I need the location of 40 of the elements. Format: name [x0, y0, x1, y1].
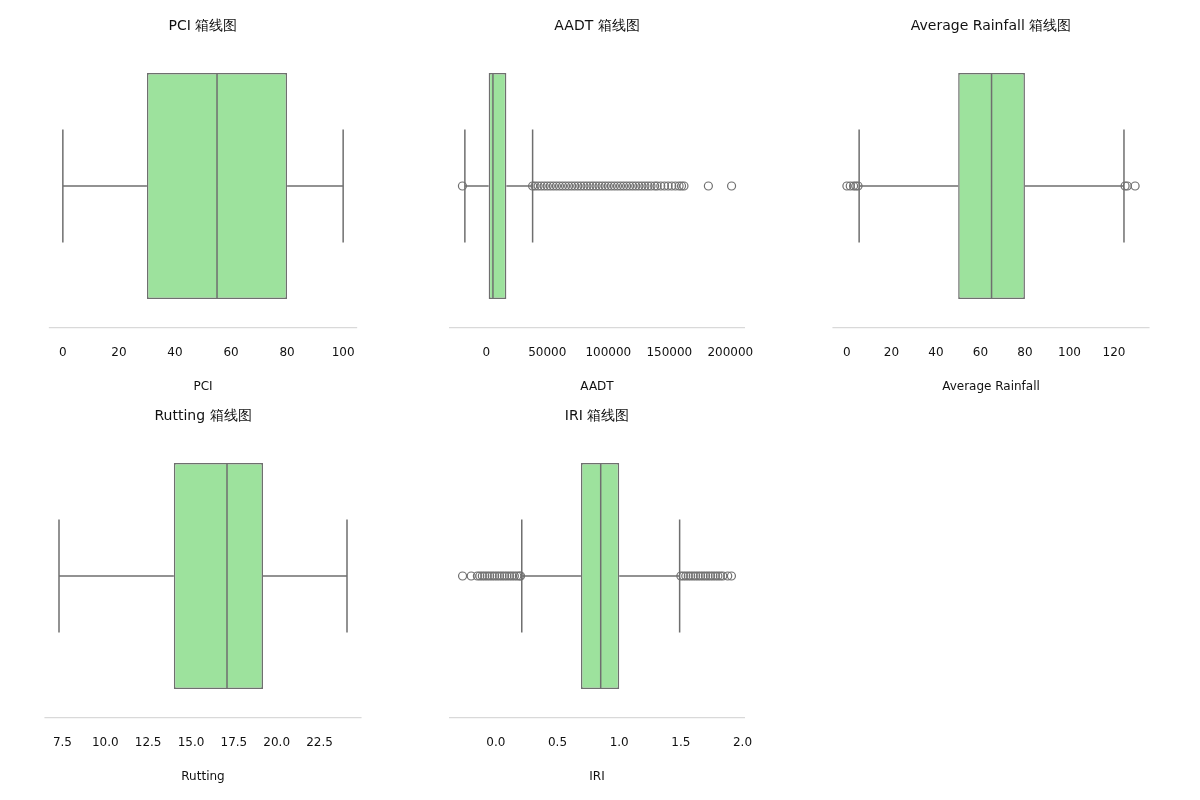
x-tick-label: 40 — [928, 344, 944, 359]
x-tick-label: 60 — [972, 344, 989, 359]
x-tick-label: 200000 — [707, 344, 754, 359]
x-tick-label: 100 — [331, 344, 355, 359]
x-tick-label: 20.0 — [263, 734, 291, 749]
x-tick-label: 10.0 — [91, 734, 119, 749]
x-axis-title: Average Rainfall — [942, 378, 1040, 393]
x-tick-label: 20 — [883, 344, 900, 359]
x-tick-label: 80 — [1017, 344, 1033, 359]
x-tick-label: 0 — [59, 344, 67, 359]
chart-title: IRI 箱线图 — [564, 407, 630, 424]
x-tick-label: 120 — [1102, 344, 1126, 359]
chart-title: PCI 箱线图 — [168, 17, 238, 34]
x-tick-label: 0 — [482, 344, 491, 359]
x-tick-label: 0 — [843, 344, 851, 359]
x-tick-label: 0.0 — [486, 734, 506, 749]
x-tick-label: 150000 — [646, 344, 693, 359]
x-tick-label: 7.5 — [52, 734, 72, 749]
x-tick-label: 50000 — [528, 344, 567, 359]
chart-title: Average Rainfall 箱线图 — [910, 17, 1072, 34]
x-axis-title: AADT — [580, 378, 615, 393]
x-axis-title: Rutting — [181, 768, 225, 783]
x-tick-label: 100 — [1058, 344, 1081, 359]
x-tick-label: 40 — [167, 344, 183, 359]
x-tick-label: 60 — [223, 344, 239, 359]
x-tick-label: 1.0 — [609, 734, 629, 749]
x-tick-label: 1.5 — [671, 734, 691, 749]
x-axis-title: PCI — [193, 378, 213, 393]
chart-title: Rutting 箱线图 — [154, 407, 252, 424]
x-tick-label: 12.5 — [134, 734, 162, 749]
x-tick-label: 100000 — [585, 344, 632, 359]
x-tick-label: 15.0 — [177, 734, 205, 749]
x-tick-label: 22.5 — [306, 734, 333, 749]
x-tick-label: 17.5 — [220, 734, 248, 749]
x-axis-title: IRI — [589, 768, 605, 783]
x-tick-label: 2.0 — [732, 734, 753, 749]
chart-title: AADT 箱线图 — [554, 17, 640, 34]
x-tick-label: 80 — [279, 344, 295, 359]
x-tick-label: 0.5 — [547, 734, 568, 749]
x-tick-label: 20 — [111, 344, 127, 359]
